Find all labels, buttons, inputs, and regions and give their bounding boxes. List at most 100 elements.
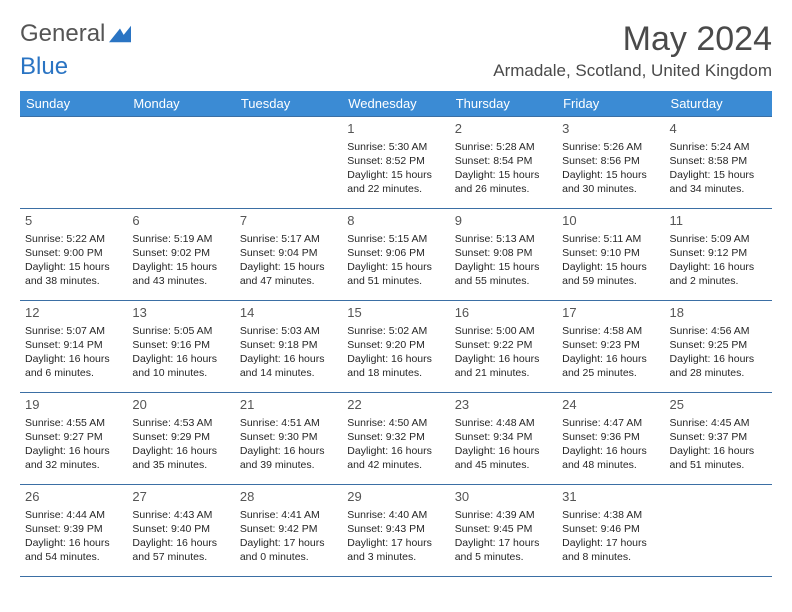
calendar-cell: 15 Sunrise: 5:02 AM Sunset: 9:20 PM Dayli… xyxy=(342,301,449,393)
calendar-cell xyxy=(235,117,342,209)
calendar-table: SundayMondayTuesdayWednesdayThursdayFrid… xyxy=(20,91,772,577)
day-number: 31 xyxy=(562,488,659,506)
calendar-cell: 31 Sunrise: 4:38 AM Sunset: 9:46 PM Dayli… xyxy=(557,485,664,577)
brand-part2: Blue xyxy=(20,53,772,81)
day-number: 21 xyxy=(240,396,337,414)
day-detail: Sunrise: 4:45 AM Sunset: 9:37 PM Dayligh… xyxy=(670,416,767,473)
day-detail: Sunrise: 5:26 AM Sunset: 8:56 PM Dayligh… xyxy=(562,140,659,197)
calendar-cell: 22 Sunrise: 4:50 AM Sunset: 9:32 PM Dayli… xyxy=(342,393,449,485)
calendar-cell: 17 Sunrise: 4:58 AM Sunset: 9:23 PM Dayli… xyxy=(557,301,664,393)
day-number: 2 xyxy=(455,120,552,138)
brand-logo: General xyxy=(20,20,135,48)
day-detail: Sunrise: 5:09 AM Sunset: 9:12 PM Dayligh… xyxy=(670,232,767,289)
calendar-cell: 25 Sunrise: 4:45 AM Sunset: 9:37 PM Dayli… xyxy=(665,393,772,485)
day-number: 15 xyxy=(347,304,444,322)
calendar-cell: 6 Sunrise: 5:19 AM Sunset: 9:02 PM Daylig… xyxy=(127,209,234,301)
day-number: 27 xyxy=(132,488,229,506)
day-number: 13 xyxy=(132,304,229,322)
day-detail: Sunrise: 5:15 AM Sunset: 9:06 PM Dayligh… xyxy=(347,232,444,289)
day-detail: Sunrise: 4:53 AM Sunset: 9:29 PM Dayligh… xyxy=(132,416,229,473)
day-number: 19 xyxy=(25,396,122,414)
day-detail: Sunrise: 4:48 AM Sunset: 9:34 PM Dayligh… xyxy=(455,416,552,473)
day-detail: Sunrise: 4:55 AM Sunset: 9:27 PM Dayligh… xyxy=(25,416,122,473)
day-detail: Sunrise: 4:51 AM Sunset: 9:30 PM Dayligh… xyxy=(240,416,337,473)
day-number: 28 xyxy=(240,488,337,506)
day-detail: Sunrise: 5:17 AM Sunset: 9:04 PM Dayligh… xyxy=(240,232,337,289)
calendar-cell: 7 Sunrise: 5:17 AM Sunset: 9:04 PM Daylig… xyxy=(235,209,342,301)
day-detail: Sunrise: 4:50 AM Sunset: 9:32 PM Dayligh… xyxy=(347,416,444,473)
day-detail: Sunrise: 5:19 AM Sunset: 9:02 PM Dayligh… xyxy=(132,232,229,289)
day-detail: Sunrise: 4:39 AM Sunset: 9:45 PM Dayligh… xyxy=(455,508,552,565)
calendar-cell: 13 Sunrise: 5:05 AM Sunset: 9:16 PM Dayli… xyxy=(127,301,234,393)
day-detail: Sunrise: 5:07 AM Sunset: 9:14 PM Dayligh… xyxy=(25,324,122,381)
calendar-cell: 1 Sunrise: 5:30 AM Sunset: 8:52 PM Daylig… xyxy=(342,117,449,209)
day-number: 22 xyxy=(347,396,444,414)
day-detail: Sunrise: 5:00 AM Sunset: 9:22 PM Dayligh… xyxy=(455,324,552,381)
day-detail: Sunrise: 5:13 AM Sunset: 9:08 PM Dayligh… xyxy=(455,232,552,289)
day-header: Sunday xyxy=(20,91,127,117)
calendar-cell xyxy=(20,117,127,209)
day-number: 7 xyxy=(240,212,337,230)
day-detail: Sunrise: 5:03 AM Sunset: 9:18 PM Dayligh… xyxy=(240,324,337,381)
day-number: 25 xyxy=(670,396,767,414)
calendar-cell: 26 Sunrise: 4:44 AM Sunset: 9:39 PM Dayli… xyxy=(20,485,127,577)
day-number: 23 xyxy=(455,396,552,414)
calendar-cell: 12 Sunrise: 5:07 AM Sunset: 9:14 PM Dayli… xyxy=(20,301,127,393)
day-detail: Sunrise: 4:58 AM Sunset: 9:23 PM Dayligh… xyxy=(562,324,659,381)
day-number: 16 xyxy=(455,304,552,322)
day-number: 1 xyxy=(347,120,444,138)
day-detail: Sunrise: 4:43 AM Sunset: 9:40 PM Dayligh… xyxy=(132,508,229,565)
day-number: 6 xyxy=(132,212,229,230)
day-header: Tuesday xyxy=(235,91,342,117)
day-number: 14 xyxy=(240,304,337,322)
day-detail: Sunrise: 5:22 AM Sunset: 9:00 PM Dayligh… xyxy=(25,232,122,289)
calendar-cell: 11 Sunrise: 5:09 AM Sunset: 9:12 PM Dayli… xyxy=(665,209,772,301)
day-number: 29 xyxy=(347,488,444,506)
day-number: 20 xyxy=(132,396,229,414)
calendar-cell: 18 Sunrise: 4:56 AM Sunset: 9:25 PM Dayli… xyxy=(665,301,772,393)
day-number: 24 xyxy=(562,396,659,414)
day-header: Friday xyxy=(557,91,664,117)
day-detail: Sunrise: 5:28 AM Sunset: 8:54 PM Dayligh… xyxy=(455,140,552,197)
calendar-cell: 3 Sunrise: 5:26 AM Sunset: 8:56 PM Daylig… xyxy=(557,117,664,209)
calendar-cell xyxy=(127,117,234,209)
day-number: 18 xyxy=(670,304,767,322)
day-detail: Sunrise: 4:44 AM Sunset: 9:39 PM Dayligh… xyxy=(25,508,122,565)
day-detail: Sunrise: 5:30 AM Sunset: 8:52 PM Dayligh… xyxy=(347,140,444,197)
calendar-cell: 19 Sunrise: 4:55 AM Sunset: 9:27 PM Dayli… xyxy=(20,393,127,485)
calendar-cell: 8Sunrise: 5:15 AM Sunset: 9:06 PM Daylig… xyxy=(342,209,449,301)
calendar-cell: 4 Sunrise: 5:24 AM Sunset: 8:58 PM Daylig… xyxy=(665,117,772,209)
day-detail: Sunrise: 4:40 AM Sunset: 9:43 PM Dayligh… xyxy=(347,508,444,565)
calendar-cell: 2 Sunrise: 5:28 AM Sunset: 8:54 PM Daylig… xyxy=(450,117,557,209)
day-detail: Sunrise: 5:24 AM Sunset: 8:58 PM Dayligh… xyxy=(670,140,767,197)
calendar-cell: 10Sunrise: 5:11 AM Sunset: 9:10 PM Dayli… xyxy=(557,209,664,301)
day-header: Thursday xyxy=(450,91,557,117)
day-number: 12 xyxy=(25,304,122,322)
day-number: 26 xyxy=(25,488,122,506)
day-number: 5 xyxy=(25,212,122,230)
day-header: Monday xyxy=(127,91,234,117)
day-detail: Sunrise: 5:11 AM Sunset: 9:10 PM Dayligh… xyxy=(562,232,659,289)
calendar-cell xyxy=(665,485,772,577)
day-detail: Sunrise: 5:05 AM Sunset: 9:16 PM Dayligh… xyxy=(132,324,229,381)
calendar-cell: 28 Sunrise: 4:41 AM Sunset: 9:42 PM Dayli… xyxy=(235,485,342,577)
calendar-cell: 5 Sunrise: 5:22 AM Sunset: 9:00 PM Daylig… xyxy=(20,209,127,301)
calendar-cell: 29 Sunrise: 4:40 AM Sunset: 9:43 PM Dayli… xyxy=(342,485,449,577)
day-number: 3 xyxy=(562,120,659,138)
brand-part1: General xyxy=(20,20,105,48)
day-number: 30 xyxy=(455,488,552,506)
calendar-cell: 9Sunrise: 5:13 AM Sunset: 9:08 PM Daylig… xyxy=(450,209,557,301)
calendar-cell: 16 Sunrise: 5:00 AM Sunset: 9:22 PM Dayli… xyxy=(450,301,557,393)
calendar-cell: 20 Sunrise: 4:53 AM Sunset: 9:29 PM Dayli… xyxy=(127,393,234,485)
calendar-cell: 27 Sunrise: 4:43 AM Sunset: 9:40 PM Dayli… xyxy=(127,485,234,577)
day-detail: Sunrise: 4:56 AM Sunset: 9:25 PM Dayligh… xyxy=(670,324,767,381)
day-header: Saturday xyxy=(665,91,772,117)
day-number: 4 xyxy=(670,120,767,138)
day-detail: Sunrise: 4:38 AM Sunset: 9:46 PM Dayligh… xyxy=(562,508,659,565)
day-detail: Sunrise: 5:02 AM Sunset: 9:20 PM Dayligh… xyxy=(347,324,444,381)
day-header: Wednesday xyxy=(342,91,449,117)
day-number: 11 xyxy=(670,212,767,230)
day-detail: Sunrise: 4:41 AM Sunset: 9:42 PM Dayligh… xyxy=(240,508,337,565)
day-number: 17 xyxy=(562,304,659,322)
day-detail: Sunrise: 4:47 AM Sunset: 9:36 PM Dayligh… xyxy=(562,416,659,473)
